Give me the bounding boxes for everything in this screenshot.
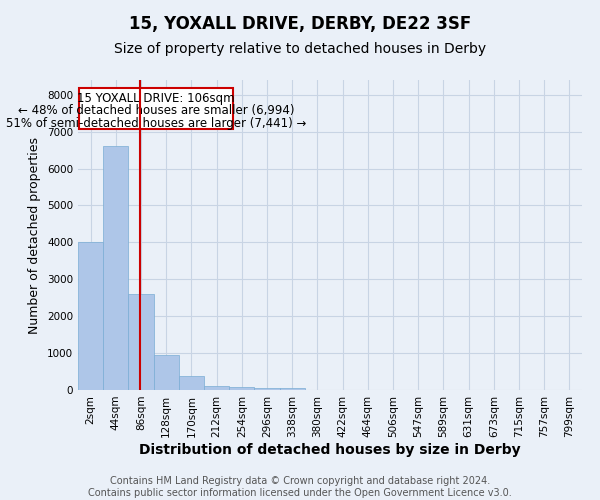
Text: ← 48% of detached houses are smaller (6,994): ← 48% of detached houses are smaller (6,… [18,104,295,117]
Text: 15 YOXALL DRIVE: 106sqm: 15 YOXALL DRIVE: 106sqm [77,92,235,104]
Text: 51% of semi-detached houses are larger (7,441) →: 51% of semi-detached houses are larger (… [6,116,307,130]
Text: 15, YOXALL DRIVE, DERBY, DE22 3SF: 15, YOXALL DRIVE, DERBY, DE22 3SF [129,15,471,33]
Bar [179,376,204,390]
Bar [280,388,305,390]
Text: Contains HM Land Registry data © Crown copyright and database right 2024.
Contai: Contains HM Land Registry data © Crown c… [88,476,512,498]
X-axis label: Distribution of detached houses by size in Derby: Distribution of detached houses by size … [139,442,521,456]
Text: Size of property relative to detached houses in Derby: Size of property relative to detached ho… [114,42,486,56]
FancyBboxPatch shape [79,88,233,130]
Y-axis label: Number of detached properties: Number of detached properties [28,136,41,334]
Bar [254,388,280,390]
Bar [154,355,179,390]
Bar [204,386,229,390]
Bar [229,387,254,390]
Bar [128,294,154,390]
Bar [78,242,103,390]
Bar [103,146,128,390]
